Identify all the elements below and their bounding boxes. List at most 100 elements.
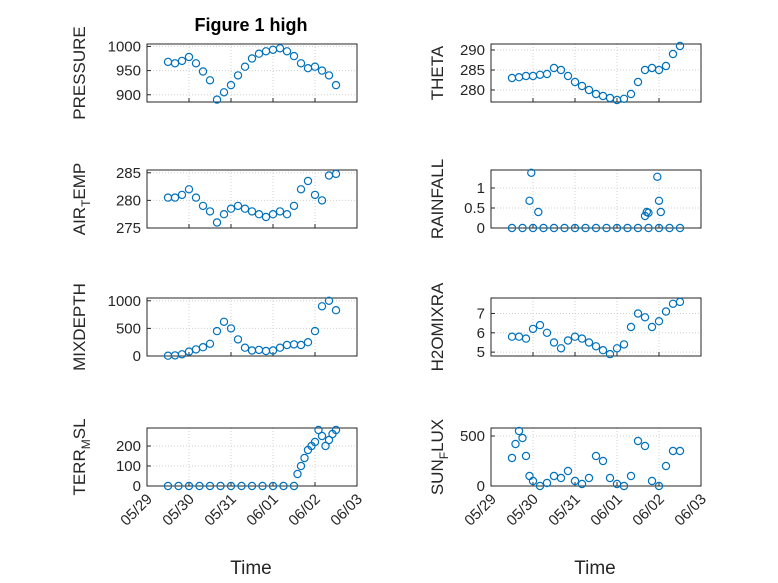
data-point	[198, 201, 208, 211]
data-point	[237, 481, 246, 491]
data-point	[570, 77, 580, 87]
data-point	[233, 71, 243, 80]
data-point	[640, 441, 650, 451]
data-point	[665, 223, 674, 233]
y-tick-label: 900	[116, 87, 141, 104]
data-point	[174, 481, 183, 491]
data-point	[212, 326, 222, 336]
data-point	[314, 425, 323, 435]
data-point	[279, 481, 288, 491]
y-tick-label: 0.5	[464, 200, 485, 217]
data-point	[205, 481, 215, 491]
data-point	[633, 77, 643, 87]
axes-box	[146, 427, 358, 487]
data-point	[268, 481, 278, 491]
data-point	[310, 190, 320, 200]
data-point	[303, 176, 313, 186]
data-point	[577, 81, 587, 91]
data-point	[317, 302, 327, 311]
data-point	[619, 94, 629, 104]
data-point	[563, 466, 573, 476]
data-point	[644, 223, 653, 233]
y-axis-label-subscript: M	[79, 439, 93, 449]
data-point	[521, 451, 531, 461]
data-point	[331, 169, 341, 179]
subplot-4: 0 0.5 1 RAINFALL	[428, 159, 702, 239]
data-point	[644, 208, 653, 217]
y-tick-label: 6	[477, 325, 485, 342]
data-point	[275, 44, 285, 53]
data-point	[331, 306, 341, 315]
y-axis-label-main: AIR	[70, 207, 89, 235]
axes-box	[490, 427, 702, 487]
data-point	[177, 350, 187, 359]
data-point	[275, 343, 285, 352]
axes-box	[146, 297, 358, 357]
data-point	[654, 223, 664, 233]
y-axis-label-main: SUN	[428, 459, 447, 495]
axes-box	[490, 43, 702, 103]
data-point	[605, 473, 615, 483]
data-point	[542, 478, 552, 488]
data-point	[584, 473, 594, 483]
data-point	[219, 209, 229, 219]
data-point	[612, 223, 622, 233]
data-point	[205, 76, 215, 85]
data-point	[184, 52, 194, 62]
subplot-3: 275 280 285 AIRTEMP	[70, 163, 358, 237]
y-axis-label-tail: LUX	[428, 419, 447, 452]
data-point	[556, 65, 566, 75]
data-point	[542, 69, 552, 79]
data-point	[675, 297, 685, 307]
y-tick-label: 200	[116, 438, 141, 455]
data-point	[317, 196, 327, 205]
data-point	[198, 67, 208, 76]
data-point	[539, 223, 548, 233]
data-point	[191, 59, 201, 68]
data-point	[633, 309, 643, 318]
data-point	[591, 451, 601, 461]
data-point	[293, 469, 302, 479]
data-point	[184, 481, 194, 491]
data-point	[626, 89, 636, 99]
data-point	[647, 322, 657, 332]
data-point	[507, 453, 517, 463]
y-axis-label: AIRTEMP	[70, 163, 93, 236]
data-point	[661, 461, 671, 471]
data-point	[528, 324, 538, 334]
data-point	[507, 223, 517, 233]
data-point	[240, 343, 250, 352]
data-point	[654, 196, 664, 205]
data-point	[219, 317, 229, 326]
x-axis-label-left: Time	[230, 558, 272, 579]
data-point	[296, 340, 306, 350]
y-tick-label: 275	[116, 220, 141, 237]
data-point	[300, 453, 309, 463]
data-point	[654, 65, 664, 75]
data-point	[612, 344, 622, 353]
data-point	[240, 62, 250, 71]
y-axis-label-tail: EMP	[70, 163, 89, 200]
data-point	[654, 481, 664, 491]
data-point	[205, 339, 215, 348]
data-point	[296, 461, 306, 471]
data-point	[282, 47, 292, 56]
data-point	[317, 66, 327, 75]
data-point	[212, 95, 222, 104]
data-point	[570, 476, 580, 486]
axes-box	[146, 43, 358, 103]
data-point	[514, 426, 524, 436]
data-point	[191, 193, 201, 202]
data-point	[653, 172, 662, 181]
y-tick-label: 1000	[108, 293, 141, 310]
data-point	[261, 212, 271, 222]
data-point	[556, 344, 566, 353]
data-point	[184, 185, 194, 194]
y-tick-label: 0	[133, 478, 141, 495]
data-point	[226, 204, 236, 213]
data-point	[661, 61, 671, 71]
y-axis-label: MIXDEPTH	[70, 283, 89, 371]
y-axis-label: TERRMSL	[70, 418, 93, 495]
data-point	[247, 207, 257, 216]
